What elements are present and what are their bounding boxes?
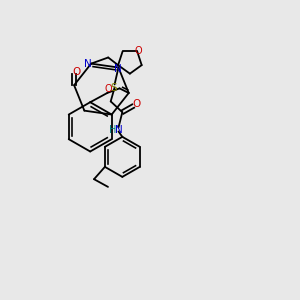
Text: O: O xyxy=(104,84,112,94)
Text: S: S xyxy=(110,82,117,92)
Text: N: N xyxy=(84,59,92,69)
Text: H: H xyxy=(109,125,117,135)
Text: N: N xyxy=(114,64,122,74)
Text: O: O xyxy=(134,46,142,56)
Text: N: N xyxy=(116,125,123,135)
Text: O: O xyxy=(72,67,80,77)
Text: O: O xyxy=(132,100,140,110)
